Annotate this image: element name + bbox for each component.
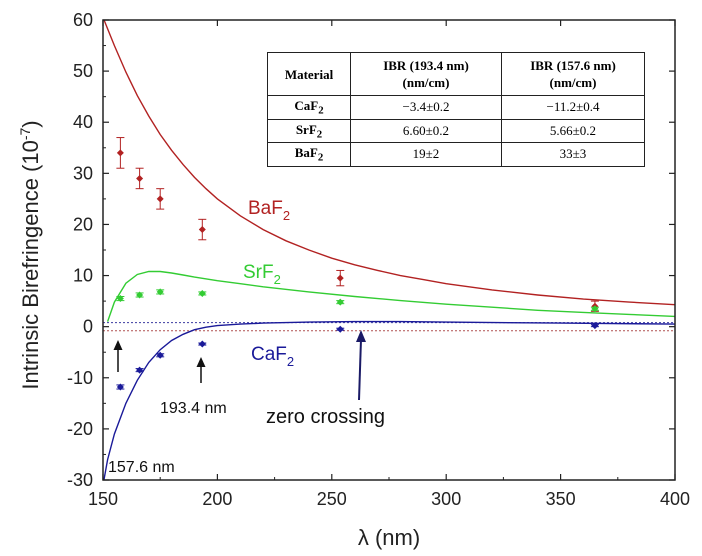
data-point bbox=[156, 195, 164, 203]
arrow-157 bbox=[113, 340, 123, 372]
data-point bbox=[136, 174, 144, 182]
data-point bbox=[591, 305, 599, 313]
cell-material: CaF2 bbox=[267, 95, 351, 120]
annotation-zero-crossing: zero crossing bbox=[266, 406, 385, 428]
axis-ticks: 150 200 250 300 350 400 -30 -20 -10 0 10 20 30 40 50 60 bbox=[67, 10, 690, 509]
curve-srf2 bbox=[106, 270, 675, 322]
data-point bbox=[116, 295, 124, 303]
y-tick-label: 40 bbox=[73, 112, 93, 132]
data-point bbox=[198, 340, 206, 348]
cell-ibr-193: −3.4±0.2 bbox=[350, 95, 502, 120]
header-material: Material bbox=[267, 52, 351, 96]
x-tick-label: 350 bbox=[546, 489, 576, 509]
cell-ibr-193: 19±2 bbox=[350, 142, 502, 167]
annotation-193-nm: 193.4 nm bbox=[160, 400, 227, 417]
label-srf2: SrF2 bbox=[243, 262, 281, 287]
x-axis-title: λ (nm) bbox=[358, 525, 420, 550]
x-tick-label: 400 bbox=[660, 489, 690, 509]
y-tick-label: 0 bbox=[83, 317, 93, 337]
label-caf2: CaF2 bbox=[251, 344, 294, 369]
y-tick-label: 20 bbox=[73, 214, 93, 234]
label-baf2: BaF2 bbox=[248, 198, 290, 223]
header-ibr-193: IBR (193.4 nm) (nm/cm) bbox=[350, 52, 502, 96]
model-curves bbox=[103, 20, 675, 480]
y-tick-label: 10 bbox=[73, 266, 93, 286]
header-ibr-157: IBR (157.6 nm) (nm/cm) bbox=[501, 52, 645, 96]
y-tick-label: -20 bbox=[67, 419, 93, 439]
data-point bbox=[336, 325, 344, 333]
x-tick-label: 200 bbox=[202, 489, 232, 509]
data-point bbox=[156, 351, 164, 359]
data-point bbox=[116, 149, 124, 157]
arrow-zero-crossing bbox=[356, 330, 366, 401]
y-axis-title: Intrinsic Birefringence (10-7) bbox=[17, 120, 43, 389]
cell-ibr-157: −11.2±0.4 bbox=[501, 95, 645, 120]
data-point bbox=[136, 291, 144, 299]
cell-ibr-157: 5.66±0.2 bbox=[501, 118, 645, 144]
cell-material: BaF2 bbox=[267, 142, 351, 167]
y-tick-label: -30 bbox=[67, 470, 93, 490]
data-point bbox=[136, 366, 144, 374]
data-point bbox=[336, 274, 344, 282]
x-tick-label: 300 bbox=[431, 489, 461, 509]
table-row: BaF2 19±2 33±3 bbox=[267, 142, 645, 167]
cell-ibr-193: 6.60±0.2 bbox=[350, 118, 502, 144]
table-row: CaF2 −3.4±0.2 −11.2±0.4 bbox=[267, 95, 645, 120]
cell-ibr-157: 33±3 bbox=[501, 142, 645, 167]
x-tick-label: 250 bbox=[317, 489, 347, 509]
y-tick-label: 30 bbox=[73, 163, 93, 183]
ibr-inset-table: Material IBR (193.4 nm) (nm/cm) IBR (157.… bbox=[267, 52, 645, 167]
table-header-row: Material IBR (193.4 nm) (nm/cm) IBR (157.… bbox=[267, 52, 645, 96]
data-point bbox=[198, 289, 206, 297]
y-tick-label: 50 bbox=[73, 61, 93, 81]
arrow-193 bbox=[196, 357, 206, 383]
data-point bbox=[198, 226, 206, 234]
data-point bbox=[336, 298, 344, 306]
table-row: SrF2 6.60±0.2 5.66±0.2 bbox=[267, 118, 645, 144]
data-point bbox=[156, 288, 164, 296]
data-points bbox=[116, 137, 599, 391]
x-tick-label: 150 bbox=[88, 489, 118, 509]
curve-caf2 bbox=[103, 320, 675, 480]
data-point bbox=[116, 383, 124, 391]
cell-material: SrF2 bbox=[267, 118, 351, 144]
annotation-157-nm: 157.6 nm bbox=[108, 459, 175, 476]
y-tick-label: 60 bbox=[73, 10, 93, 30]
data-point bbox=[591, 322, 599, 330]
y-tick-label: -10 bbox=[67, 368, 93, 388]
curve-baf2 bbox=[103, 20, 675, 306]
